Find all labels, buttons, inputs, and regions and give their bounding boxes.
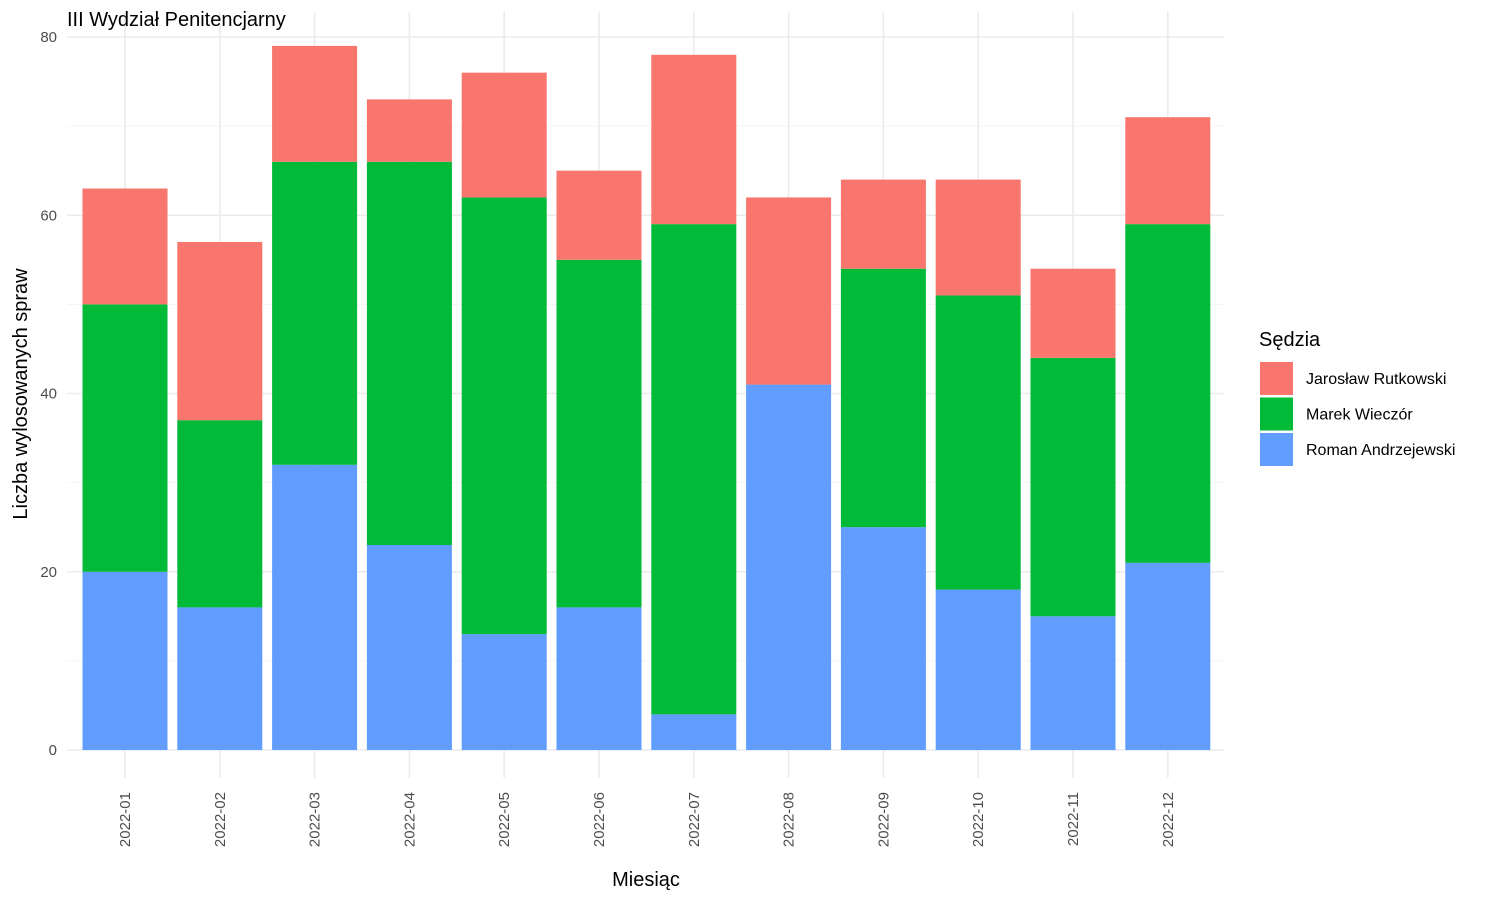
- chart-title: III Wydział Penitencjarny: [67, 9, 286, 31]
- legend-title: Sędzia: [1259, 329, 1321, 351]
- x-tick-label: 2022-08: [781, 792, 798, 847]
- x-axis-title: Miesiąc: [612, 869, 680, 891]
- legend-label: Jarosław Rutkowski: [1306, 371, 1446, 388]
- bar-segment: [935, 179, 1021, 296]
- x-tick-label: 2022-07: [686, 792, 703, 847]
- bar-segment: [461, 634, 547, 750]
- x-tick-label: 2022-12: [1160, 792, 1177, 847]
- x-tick-label: 2022-10: [970, 792, 987, 847]
- bar-segment: [746, 384, 832, 750]
- bar-segment: [651, 224, 737, 715]
- x-tick-label: 2022-05: [496, 792, 513, 847]
- x-tick-label: 2022-09: [875, 792, 892, 847]
- x-tick-label: 2022-01: [117, 792, 134, 847]
- legend-key: [1260, 397, 1293, 431]
- bar-segment: [556, 259, 642, 608]
- legend: Sędzia Jarosław Rutkowski Marek Wieczór Ro…: [1259, 329, 1455, 466]
- x-tick-label: 2022-03: [307, 792, 324, 847]
- y-tick-label: 40: [40, 386, 57, 403]
- bar-segment: [651, 714, 737, 750]
- bar-segment: [746, 197, 832, 385]
- bar-segment: [840, 527, 926, 750]
- bar-segment: [935, 589, 1021, 750]
- bar-segment: [1030, 616, 1116, 750]
- x-tick-label: 2022-02: [212, 792, 229, 847]
- x-tick-label: 2022-04: [401, 792, 418, 847]
- bar-segment: [366, 161, 452, 546]
- bar-segment: [366, 545, 452, 750]
- x-tick-label: 2022-06: [591, 792, 608, 847]
- bar-segment: [1125, 224, 1211, 563]
- y-tick-label: 20: [40, 564, 57, 581]
- bar-segment: [177, 241, 263, 421]
- x-tick-label: 2022-11: [1065, 792, 1082, 846]
- bar-segment: [840, 179, 926, 269]
- bar-segment: [272, 464, 358, 750]
- y-axis-ticks: 0 20 40 60 80: [40, 29, 57, 759]
- bar-segment: [1030, 268, 1116, 358]
- bar-segment: [1125, 117, 1211, 225]
- bar-segment: [461, 72, 547, 198]
- bar-segment: [651, 54, 737, 225]
- bar-segment: [556, 607, 642, 750]
- x-axis-ticks: 2022-01 2022-02 2022-03 2022-04 2022-05 2022-…: [117, 792, 1177, 847]
- y-axis-title: Liczba wylosowanych spraw: [10, 268, 32, 520]
- bar-segment: [935, 295, 1021, 590]
- bars: [82, 45, 1211, 750]
- legend-key: [1260, 433, 1293, 466]
- legend-label: Roman Andrzejewski: [1306, 442, 1455, 459]
- legend-label: Marek Wieczór: [1306, 407, 1413, 424]
- y-tick-label: 0: [49, 742, 57, 759]
- y-tick-label: 80: [40, 29, 57, 46]
- bar-segment: [556, 170, 642, 260]
- bar-segment: [1030, 357, 1116, 617]
- bar-segment: [82, 188, 168, 305]
- bar-segment: [272, 45, 358, 162]
- legend-key: [1260, 362, 1293, 395]
- bar-segment: [177, 420, 263, 608]
- bar-segment: [840, 268, 926, 528]
- y-tick-label: 60: [40, 207, 57, 224]
- bar-segment: [177, 607, 263, 750]
- bar-segment: [461, 197, 547, 635]
- bar-segment: [366, 99, 452, 162]
- bar-segment: [82, 571, 168, 750]
- bar-segment: [1125, 562, 1211, 750]
- bar-segment: [272, 161, 358, 465]
- bar-segment: [82, 304, 168, 572]
